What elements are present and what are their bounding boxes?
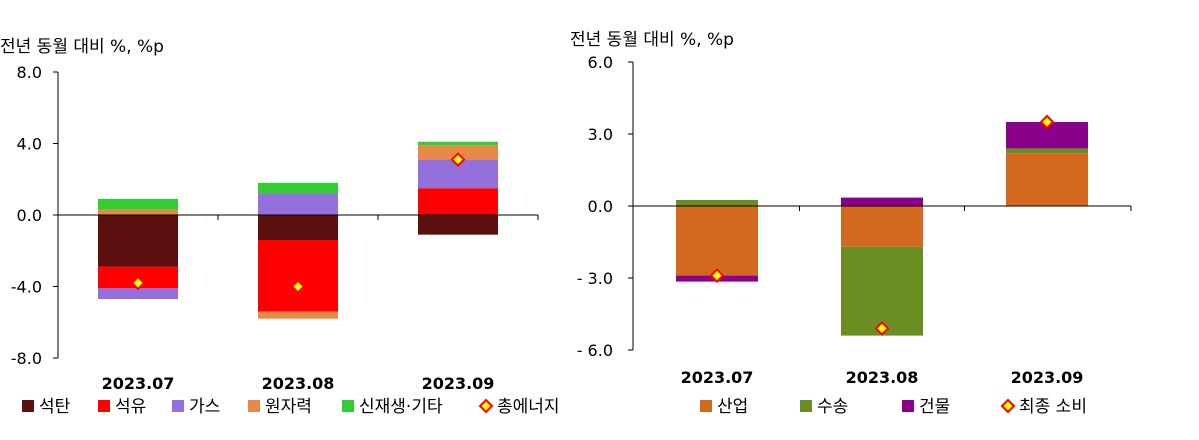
marker-point [130, 275, 146, 291]
legend-label: 신재생·기타 [359, 397, 443, 417]
marker-point [874, 320, 890, 336]
legend-swatch [172, 400, 184, 412]
legend-label: 석유 [115, 397, 146, 417]
y-tick-label: -4.0 [11, 278, 42, 297]
marker-point [1039, 114, 1055, 130]
bar-segment-series-0-2023-08 [841, 206, 923, 247]
x-tick-label: 2023.09 [1011, 368, 1084, 387]
bar-segment-series-1-2023-08 [258, 240, 338, 312]
bar-segment-series-0-2023-09 [1006, 153, 1088, 206]
legend-label: 수송 [817, 397, 848, 417]
legend-marker-icon [1000, 398, 1016, 414]
chart-final-consumption-by-sector: 전년 동월 대비 %, %p 6.0 3.0 0.0 - 3.0 - 6.0 2023.07… [570, 30, 1132, 417]
legend-swatch [902, 400, 914, 412]
y-tick-label: 8.0 [17, 63, 42, 82]
bar-segment-series-4-2023-08 [258, 182, 338, 194]
bar-segment-series-3-2023-08 [258, 311, 338, 319]
legend-swatch [700, 400, 712, 412]
y-axis-title: 전년 동월 대비 %, %p [0, 37, 164, 57]
legend-label: 건물 [919, 397, 950, 417]
bar-segment-series-1-2023-08 [841, 246, 923, 336]
chart-energy-by-source: 전년 동월 대비 %, %p 8.0 4.0 0.0 -4.0 -8.0 2023.07 20… [0, 37, 560, 417]
y-tick-label: - 3.0 [577, 269, 613, 288]
bar-segment-series-1-2023-07 [676, 200, 758, 206]
legend-swatch [22, 400, 34, 412]
x-tick-label: 2023.07 [102, 374, 175, 393]
bar-segment-series-2-2023-08 [258, 193, 338, 215]
legend-marker-icon [478, 398, 494, 414]
y-tick-label: 4.0 [17, 135, 42, 154]
y-tick-label: 6.0 [588, 53, 613, 72]
bar-segment-series-0-2023-07 [98, 215, 178, 267]
bar-segment-series-0-2023-08 [258, 215, 338, 241]
bar-segment-series-2-2023-08 [841, 197, 923, 206]
marker-point [290, 279, 306, 294]
y-tick-label: 0.0 [17, 206, 42, 225]
bar-segment-series-1-2023-09 [418, 188, 498, 215]
bar-segment-series-2-2023-07 [98, 288, 178, 300]
marker-point [709, 268, 725, 284]
bar-segment-series-4-2023-09 [418, 141, 498, 146]
x-tick-label: 2023.07 [681, 368, 754, 387]
y-tick-label: - 6.0 [577, 341, 613, 360]
y-tick-label: -8.0 [11, 349, 42, 368]
legend-label: 가스 [189, 397, 220, 417]
y-tick-label: 0.0 [588, 197, 613, 216]
legend-label: 총에너지 [497, 397, 560, 417]
bar-segment-series-3-2023-07 [98, 209, 178, 215]
legend-swatch [800, 400, 812, 412]
bar-segment-series-4-2023-07 [98, 198, 178, 210]
x-tick-label: 2023.08 [262, 374, 335, 393]
x-tick-label: 2023.08 [846, 368, 919, 387]
y-axis-title: 전년 동월 대비 %, %p [570, 30, 734, 50]
marker-point [450, 152, 466, 168]
x-tick-label: 2023.09 [422, 374, 495, 393]
legend-label: 석탄 [39, 397, 71, 417]
legend-swatch [98, 400, 110, 412]
legend-label: 원자력 [265, 397, 312, 417]
legend-label: 최종 소비 [1019, 397, 1087, 417]
bar-segment-series-1-2023-09 [1006, 148, 1088, 154]
legend-swatch [342, 400, 354, 412]
y-tick-label: 3.0 [588, 125, 613, 144]
legend-swatch [248, 400, 260, 412]
legend-label: 산업 [717, 397, 748, 417]
bar-segment-series-0-2023-07 [676, 206, 758, 276]
bar-segment-series-0-2023-09 [418, 215, 498, 235]
